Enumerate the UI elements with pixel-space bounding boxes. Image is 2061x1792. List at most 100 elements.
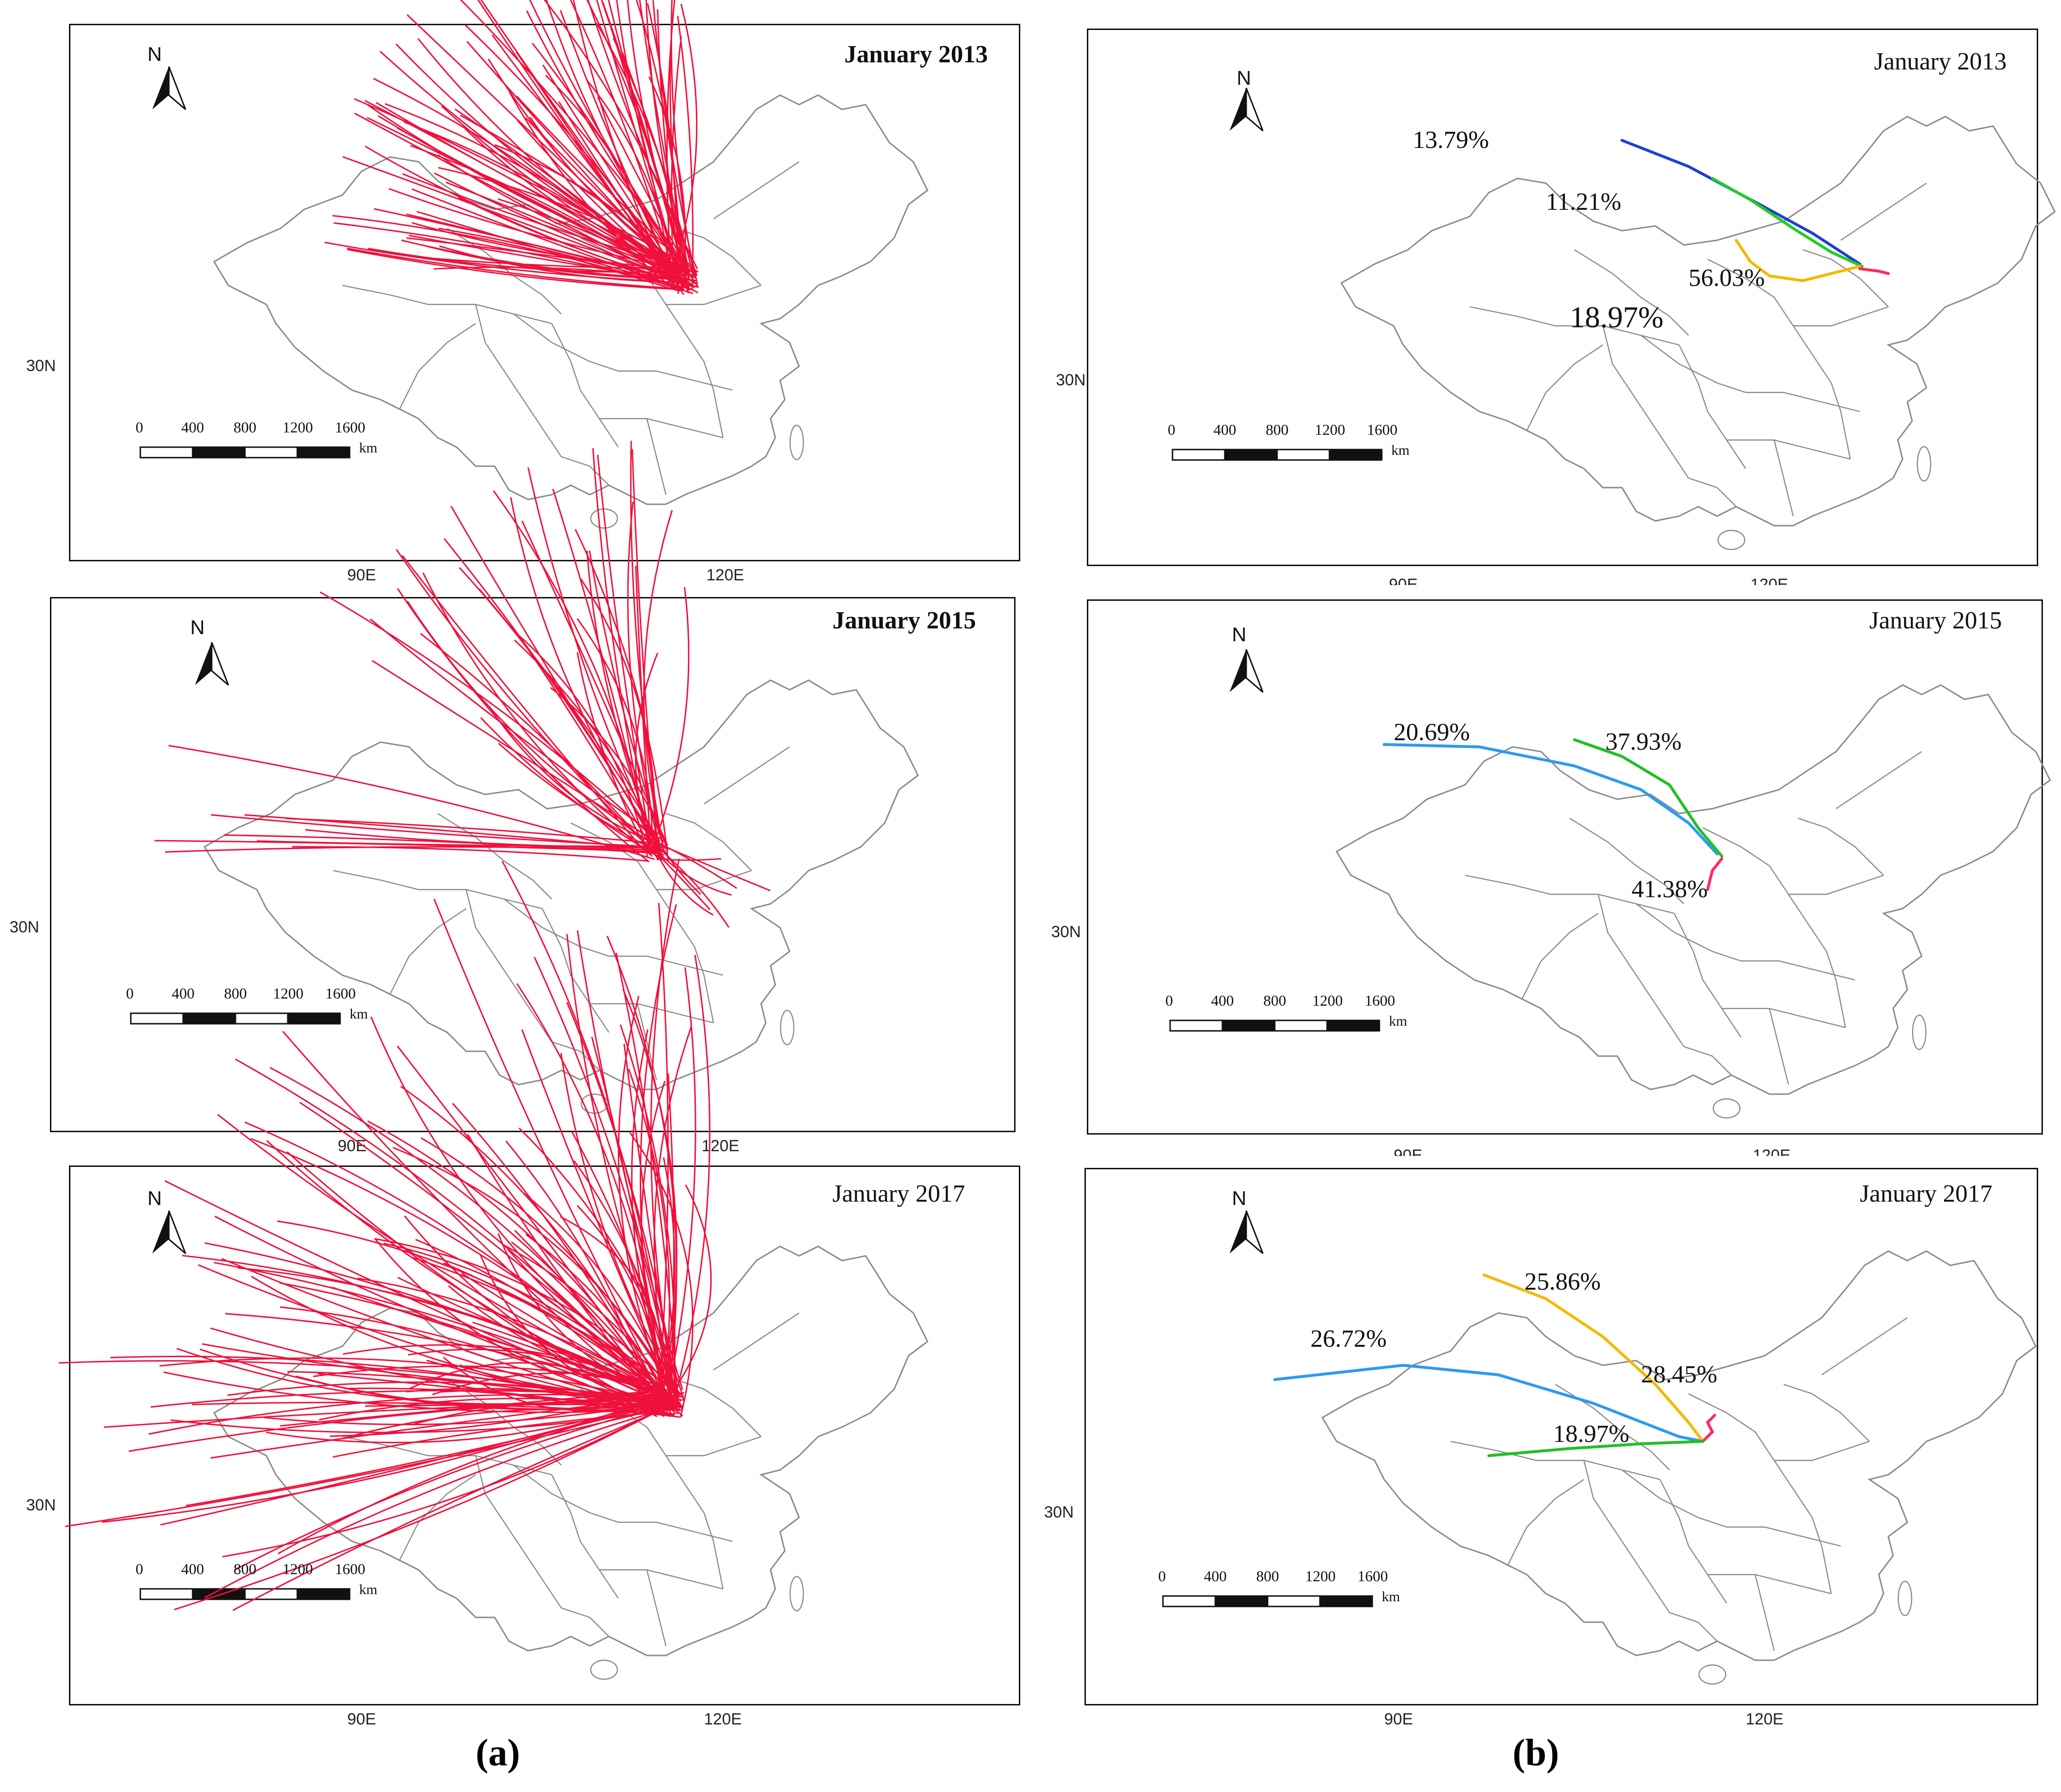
trajectory-line bbox=[186, 1400, 677, 1507]
trajectory-line bbox=[525, 1234, 667, 1396]
north-arrow-letter: N bbox=[147, 43, 162, 65]
cluster-trajectory-line bbox=[1858, 267, 1890, 275]
province-border bbox=[541, 908, 609, 1033]
province-border bbox=[599, 418, 723, 439]
trajectory-line bbox=[448, 1285, 662, 1392]
hainan-island bbox=[590, 1659, 618, 1680]
trajectory-line bbox=[510, 497, 664, 852]
scale-bar-segment bbox=[1172, 449, 1226, 461]
trajectory-line bbox=[666, 0, 675, 288]
scale-bar-segment bbox=[1224, 449, 1278, 461]
scale-bar-tick: 0 bbox=[1165, 992, 1173, 1009]
trajectory-line bbox=[617, 996, 675, 1413]
trajectory-line bbox=[501, 1243, 671, 1391]
province-border bbox=[1669, 1612, 1718, 1642]
cluster-trajectory-line bbox=[1711, 177, 1864, 268]
cluster-label: 26.72% bbox=[1310, 1325, 1387, 1352]
trajectory-line bbox=[523, 1192, 671, 1392]
trajectory-line bbox=[597, 454, 652, 845]
trajectory-line bbox=[234, 1402, 673, 1571]
province-border bbox=[1708, 1574, 1832, 1595]
province-border bbox=[504, 899, 609, 957]
scale-bar bbox=[139, 446, 351, 459]
y-tick-30n: 30N bbox=[10, 918, 39, 936]
sub-label-a: (a) bbox=[476, 1732, 520, 1774]
map-svg bbox=[1169, 649, 2051, 1119]
scale-bar-segment bbox=[296, 1588, 351, 1600]
scale-bar-segment bbox=[1274, 1019, 1328, 1032]
cluster-trajectory-line bbox=[1706, 857, 1723, 891]
scale-bar-segment bbox=[296, 446, 351, 459]
cluster-label: 13.79% bbox=[1413, 127, 1489, 154]
province-border bbox=[1574, 249, 1689, 336]
trajectory-line bbox=[521, 520, 668, 846]
trajectory-line bbox=[182, 1254, 658, 1392]
north-arrow-left bbox=[1230, 88, 1246, 131]
trajectory-line bbox=[586, 78, 680, 292]
province-border bbox=[513, 1465, 619, 1523]
scale-bar bbox=[130, 1012, 341, 1025]
trajectory-line bbox=[388, 188, 684, 271]
country-border bbox=[1335, 684, 2051, 1095]
trajectory-bundle bbox=[320, 441, 690, 862]
x-tick-90e: 90E bbox=[1384, 1710, 1413, 1728]
province-border bbox=[675, 1379, 762, 1437]
trajectory-line bbox=[477, 0, 683, 290]
province-border bbox=[1688, 477, 1737, 507]
trajectory-line bbox=[566, 934, 674, 1391]
province-border bbox=[1773, 440, 1794, 517]
trajectory-line bbox=[417, 38, 697, 285]
scale-bar-segment bbox=[1267, 1595, 1321, 1607]
scale-bar-segment bbox=[1328, 449, 1383, 461]
scale-bar-unit: km bbox=[350, 1006, 368, 1022]
province-border bbox=[1597, 894, 1684, 1047]
province-border bbox=[1797, 817, 1884, 876]
north-arrow-right bbox=[168, 66, 186, 110]
trajectory-line bbox=[479, 588, 661, 842]
north-arrow-icon bbox=[152, 1210, 186, 1254]
province-border bbox=[684, 1484, 724, 1589]
cluster-label: 25.86% bbox=[1524, 1268, 1601, 1295]
cluster-label: 41.38% bbox=[1631, 876, 1708, 903]
trajectory-line bbox=[627, 501, 664, 859]
china-outline bbox=[1340, 116, 2056, 550]
trajectory-line bbox=[210, 1394, 680, 1459]
north-arrow-letter: N bbox=[190, 616, 205, 638]
province-border bbox=[646, 418, 667, 495]
province-border bbox=[1678, 344, 1746, 469]
province-border bbox=[665, 813, 752, 871]
cluster-label: 56.03% bbox=[1689, 264, 1765, 292]
province-border bbox=[1521, 913, 1599, 999]
x-tick-90e: 90E bbox=[347, 566, 376, 584]
trajectory-line bbox=[460, 0, 690, 271]
panel-title: January 2013 bbox=[844, 41, 988, 68]
trajectory-line bbox=[663, 849, 702, 895]
taiwan-island bbox=[1897, 1580, 1913, 1616]
cluster-label: 18.97% bbox=[1553, 1420, 1630, 1448]
province-border bbox=[675, 227, 762, 286]
trajectory-bundle bbox=[646, 842, 771, 928]
scale-bar-tick: 800 bbox=[224, 985, 247, 1002]
taiwan-island bbox=[780, 1009, 795, 1046]
trajectory-bundle bbox=[324, 100, 699, 294]
scale-bar-tick: 800 bbox=[1266, 421, 1289, 438]
trajectory-line bbox=[198, 1264, 663, 1411]
trajectory-line bbox=[615, 952, 678, 1402]
north-arrow-right bbox=[1245, 1210, 1264, 1254]
china-outline bbox=[203, 679, 919, 1114]
trajectory-line bbox=[65, 1403, 681, 1528]
scale-bar-tick: 1200 bbox=[283, 1560, 313, 1577]
trajectory-line bbox=[672, 4, 698, 268]
province-border bbox=[1569, 817, 1684, 904]
trajectory-line bbox=[128, 1397, 671, 1452]
scale-bar-segment bbox=[1319, 1595, 1373, 1607]
hainan-island bbox=[590, 508, 618, 529]
scale-bar-tick: 400 bbox=[172, 985, 195, 1002]
trajectory-line bbox=[529, 0, 699, 288]
trajectory-line bbox=[586, 0, 689, 294]
trajectory-line bbox=[347, 248, 676, 290]
scale-bar-tick: 1600 bbox=[335, 419, 365, 436]
trajectory-line bbox=[467, 1134, 660, 1402]
trajectory-line bbox=[415, 1239, 684, 1417]
trajectory-line bbox=[575, 529, 669, 860]
